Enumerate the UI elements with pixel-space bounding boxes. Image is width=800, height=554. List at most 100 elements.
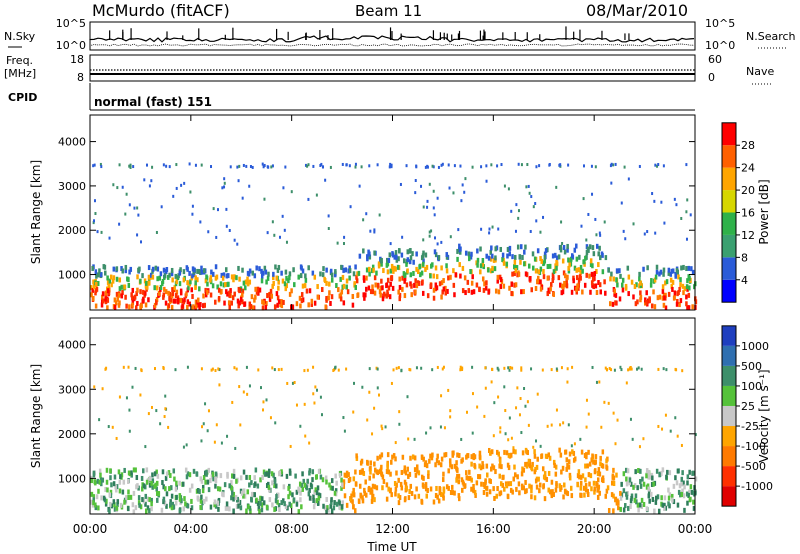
heatmap-cell <box>620 368 623 372</box>
heatmap-cell <box>481 461 484 467</box>
heatmap-cell <box>683 286 687 292</box>
heatmap-cell <box>127 489 130 495</box>
heatmap-cell <box>276 499 279 505</box>
heatmap-cell <box>355 274 358 280</box>
heatmap-cell <box>349 496 352 502</box>
heatmap-cell <box>524 404 527 408</box>
heatmap-cell <box>430 263 433 269</box>
heatmap-cell <box>553 462 556 468</box>
heatmap-cell <box>576 482 580 488</box>
heatmap-cell <box>322 266 325 272</box>
heatmap-cell <box>194 275 197 281</box>
heatmap-cell <box>639 280 642 286</box>
heatmap-cell <box>629 417 632 421</box>
heatmap-cell <box>304 273 307 279</box>
heatmap-cell <box>508 368 511 372</box>
heatmap-cell <box>225 267 228 273</box>
heatmap-cell <box>266 293 269 299</box>
heatmap-cell <box>645 299 648 305</box>
heatmap-cell <box>148 184 151 188</box>
heatmap-cell <box>156 266 160 272</box>
heatmap-cell <box>447 275 450 281</box>
heatmap-cell <box>465 454 468 460</box>
heatmap-cell <box>112 499 116 505</box>
heatmap-cell <box>100 302 104 308</box>
heatmap-cell <box>497 395 500 399</box>
heatmap-cell <box>531 461 534 467</box>
heatmap-cell <box>268 487 271 493</box>
heatmap-cell <box>223 482 227 488</box>
heatmap-cell <box>225 273 229 279</box>
heatmap-cell <box>445 252 449 258</box>
heatmap-cell <box>301 283 305 289</box>
heatmap-cell <box>426 488 429 494</box>
heatmap-cell <box>555 265 558 271</box>
heatmap-cell <box>325 508 328 514</box>
heatmap-cell <box>598 231 601 235</box>
heatmap-cell <box>594 459 597 465</box>
heatmap-cell <box>303 283 307 289</box>
heatmap-cell <box>592 251 596 257</box>
heatmap-cell <box>253 475 256 481</box>
heatmap-cell <box>110 282 113 288</box>
heatmap-cell <box>160 507 164 513</box>
heatmap-cell <box>299 273 303 279</box>
heatmap-cell <box>564 449 567 455</box>
heatmap-cell <box>394 441 397 445</box>
heatmap-cell <box>568 475 572 481</box>
heatmap-cell <box>104 296 107 302</box>
heatmap-cell <box>127 365 130 369</box>
heatmap-cell <box>493 266 497 272</box>
heatmap-cell <box>589 473 593 479</box>
heatmap-cell <box>194 280 197 286</box>
heatmap-cell <box>430 455 434 461</box>
heatmap-cell <box>530 466 534 472</box>
heatmap-cell <box>144 484 147 490</box>
heatmap-cell <box>442 286 446 292</box>
heatmap-cell <box>693 284 696 290</box>
heatmap-cell <box>607 508 611 514</box>
heatmap-cell <box>565 278 568 284</box>
heatmap-cell <box>346 289 350 295</box>
heatmap-cell <box>629 504 632 510</box>
heatmap-cell <box>120 284 123 290</box>
heatmap-cell <box>560 290 564 296</box>
heatmap-cell <box>594 454 598 460</box>
heatmap-cell <box>151 274 155 280</box>
heatmap-cell <box>525 185 528 189</box>
heatmap-cell <box>422 456 425 462</box>
colorbar-segment <box>722 325 736 346</box>
heatmap-cell <box>667 270 671 276</box>
heatmap-cell <box>307 197 310 201</box>
heatmap-cell <box>496 486 499 492</box>
heatmap-cell <box>455 460 458 466</box>
heatmap-cell <box>234 495 238 501</box>
heatmap-cell <box>104 501 108 507</box>
heatmap-cell <box>242 163 245 167</box>
heatmap-cell <box>284 504 288 510</box>
heatmap-cell <box>470 280 474 286</box>
heatmap-cell <box>601 449 605 455</box>
heatmap-cell <box>228 506 231 512</box>
heatmap-cell <box>155 491 159 497</box>
heatmap-cell <box>408 259 412 265</box>
heatmap-cell <box>408 471 412 477</box>
heatmap-cell <box>630 279 634 285</box>
heatmap-cell <box>660 470 663 476</box>
heatmap-cell <box>155 230 158 234</box>
heatmap-cell <box>527 184 530 188</box>
heatmap-cell <box>638 445 641 449</box>
heatmap-cell <box>138 502 141 508</box>
heatmap-cell <box>123 284 126 290</box>
heatmap-cell <box>390 459 393 465</box>
heatmap-cell <box>577 277 581 283</box>
heatmap-cell <box>481 258 485 264</box>
heatmap-cell <box>259 386 262 390</box>
heatmap-cell <box>287 494 290 500</box>
heatmap-cell <box>248 384 251 388</box>
heatmap-cell <box>566 462 569 468</box>
heatmap-cell <box>603 400 606 404</box>
heatmap-cell <box>293 282 296 288</box>
heatmap-cell <box>356 271 359 277</box>
